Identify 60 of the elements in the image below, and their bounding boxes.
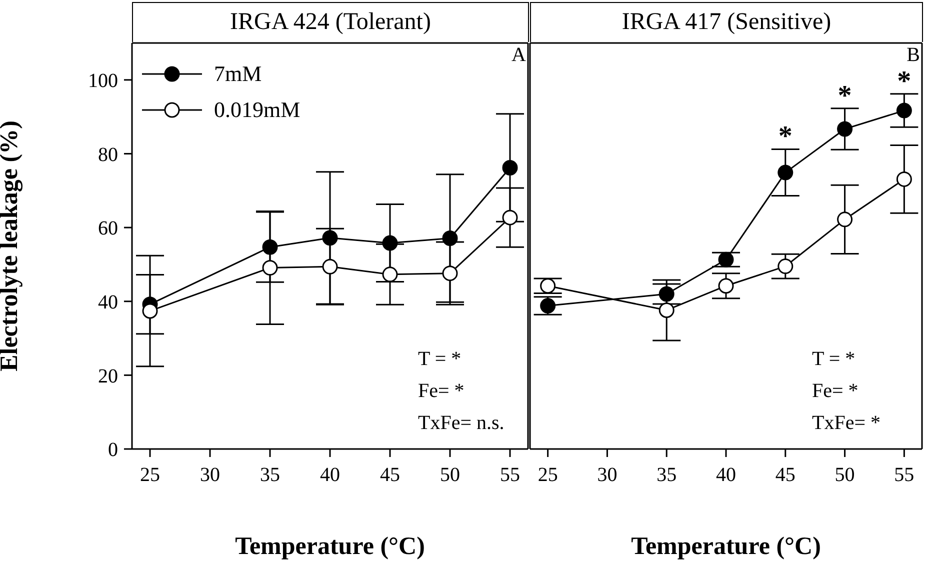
point bbox=[502, 210, 518, 226]
point bbox=[442, 266, 458, 282]
annotation: Fe= * bbox=[812, 380, 858, 403]
point bbox=[502, 160, 518, 176]
x-tick-label: 30 bbox=[200, 464, 220, 486]
point bbox=[778, 258, 794, 274]
y-tick-label: 80 bbox=[98, 144, 118, 166]
x-axis-title: Temperature (°C) bbox=[235, 533, 425, 560]
x-tick-label: 55 bbox=[894, 464, 914, 486]
point bbox=[142, 303, 158, 319]
y-tick-label: 100 bbox=[88, 70, 118, 92]
point bbox=[837, 212, 853, 228]
x-tick-label: 30 bbox=[597, 464, 618, 486]
annotation: T = * bbox=[418, 348, 462, 371]
y-tick-label: 0 bbox=[108, 439, 118, 462]
chart-title: IRGA 424 (Tolerant) bbox=[132, 2, 529, 42]
annotation: * bbox=[897, 66, 912, 97]
annotation: B bbox=[906, 44, 920, 67]
x-tick-label: 40 bbox=[716, 464, 736, 486]
x-tick-label: 50 bbox=[440, 464, 460, 486]
point bbox=[540, 298, 556, 314]
annotation: A bbox=[512, 44, 526, 67]
point bbox=[658, 286, 674, 302]
annotation: TxFe= n.s. bbox=[418, 412, 504, 435]
point bbox=[442, 230, 458, 246]
point bbox=[322, 230, 338, 246]
x-tick-label: 45 bbox=[380, 464, 400, 486]
point bbox=[658, 302, 674, 318]
y-tick-label: 40 bbox=[98, 291, 118, 314]
point bbox=[540, 278, 556, 294]
point bbox=[778, 164, 794, 180]
point bbox=[322, 258, 338, 274]
point bbox=[718, 252, 734, 268]
x-tick-label: 45 bbox=[775, 464, 796, 486]
chart-title: IRGA 417 (Sensitive) bbox=[530, 2, 923, 42]
x-tick-label: 50 bbox=[834, 464, 855, 486]
x-tick-label: 35 bbox=[260, 464, 280, 486]
point bbox=[262, 239, 278, 255]
legend-label: 0.019mM bbox=[214, 97, 300, 123]
point bbox=[382, 266, 398, 282]
point bbox=[896, 171, 912, 187]
point bbox=[382, 235, 398, 251]
x-tick-label: 35 bbox=[656, 464, 677, 486]
annotation: T = * bbox=[812, 348, 856, 371]
legend-label: 7mM bbox=[214, 61, 262, 87]
x-tick-label: 25 bbox=[140, 464, 160, 486]
point bbox=[837, 121, 853, 137]
annotation: Fe= * bbox=[418, 380, 464, 403]
point bbox=[896, 102, 912, 118]
annotation: * bbox=[838, 80, 852, 112]
point bbox=[262, 260, 278, 276]
y-tick-label: 60 bbox=[98, 218, 118, 240]
x-tick-label: 25 bbox=[538, 464, 558, 486]
y-tick-label: 20 bbox=[98, 365, 118, 388]
x-tick-label: 55 bbox=[500, 464, 520, 486]
x-axis-title: Temperature (°C) bbox=[631, 533, 821, 560]
x-tick-label: 40 bbox=[320, 464, 340, 486]
point bbox=[718, 278, 734, 294]
annotation: TxFe= * bbox=[812, 412, 880, 435]
annotation: * bbox=[778, 121, 792, 152]
